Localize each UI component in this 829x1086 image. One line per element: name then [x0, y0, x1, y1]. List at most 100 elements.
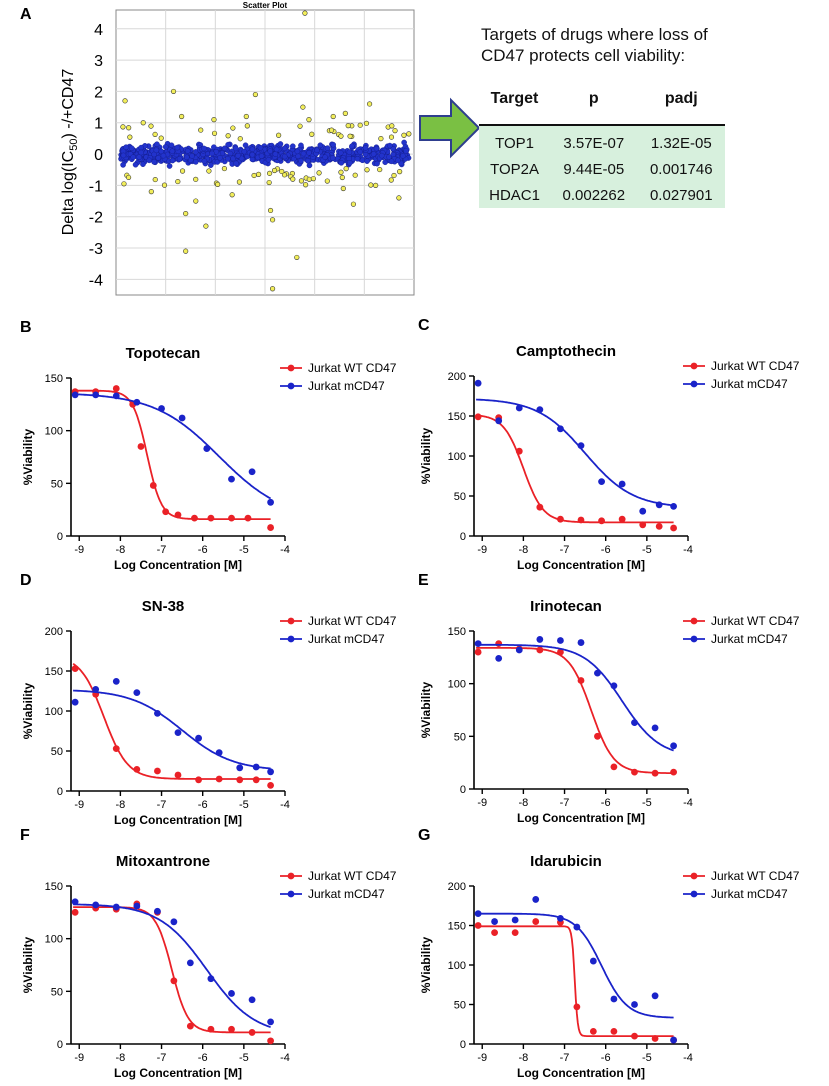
scatter-point-blue: [330, 141, 337, 148]
y-tick-label: 100: [448, 679, 466, 691]
x-tick-label: -5: [239, 1052, 249, 1064]
scatter-point-blue: [192, 159, 199, 165]
data-point-wt: [207, 1025, 215, 1033]
scatter-point-yellow: [357, 122, 363, 128]
legend-marker: [690, 380, 698, 388]
data-point-wt: [186, 1022, 194, 1030]
fit-curve-mcd47: [476, 398, 674, 507]
data-point-mcd47: [651, 724, 659, 732]
table-caption: Targets of drugs where loss of CD47 prot…: [481, 24, 741, 66]
data-point-wt: [474, 648, 482, 656]
data-point-mcd47: [133, 902, 141, 910]
scatter-point-blue: [272, 151, 279, 157]
scatter-point-yellow: [230, 125, 236, 131]
table-cell: 0.002262: [550, 182, 638, 208]
data-point-mcd47: [170, 918, 178, 926]
x-tick-label: -4: [683, 1052, 693, 1064]
data-point-wt: [557, 515, 564, 523]
scatter-point-blue: [298, 142, 304, 149]
scatter-y-tick-label: 1: [94, 116, 103, 133]
x-tick-label: -5: [642, 1052, 652, 1064]
legend-marker: [690, 635, 698, 643]
scatter-point-blue: [249, 146, 256, 153]
data-point-wt: [71, 908, 79, 916]
scatter-point-yellow: [373, 182, 379, 188]
scatter-point-yellow: [256, 171, 262, 177]
y-tick-label: 0: [460, 784, 466, 796]
data-point-wt: [244, 514, 252, 522]
scatter-point-blue: [401, 139, 407, 146]
scatter-point-yellow: [158, 135, 164, 141]
scatter-point-yellow: [221, 165, 228, 172]
scatter-point-blue: [362, 145, 369, 151]
legend-label: Jurkat mCD47: [308, 887, 385, 901]
data-point-mcd47: [536, 636, 544, 643]
scatter-point-blue: [241, 148, 248, 155]
legend-label: Jurkat WT CD47: [711, 614, 800, 628]
scatter-point-yellow: [340, 185, 346, 192]
x-tick-label: -4: [280, 799, 290, 811]
x-axis-label: Log Concentration [M]: [517, 558, 645, 572]
scatter-point-yellow: [316, 170, 322, 176]
scatter-point-yellow: [377, 166, 383, 173]
scatter-point-blue: [346, 149, 353, 155]
dose-response-panel-c: C Camptothecin 0 50 100 150 200 -9 -8 -7 -6 -5 -4 Log…: [418, 317, 800, 572]
table-caption-line-2: CD47 protects cell viability:: [481, 46, 686, 65]
y-tick-label: 50: [51, 478, 63, 490]
scatter-point-yellow: [140, 120, 146, 126]
legend-marker: [287, 382, 295, 390]
y-axis-label: %Viability: [419, 681, 433, 738]
panel-label: D: [20, 572, 32, 589]
fit-curve-wt: [476, 925, 674, 1037]
scatter-point-yellow: [298, 178, 305, 184]
data-point-mcd47: [511, 916, 519, 924]
data-point-mcd47: [589, 957, 597, 965]
scatter-point-yellow: [179, 113, 185, 120]
scatter-point-blue: [128, 145, 135, 151]
scatter-point-blue: [338, 160, 345, 166]
scatter-point-blue: [132, 161, 139, 168]
scatter-point-blue: [300, 150, 307, 157]
y-tick-label: 50: [454, 1000, 466, 1012]
scatter-point-blue: [138, 144, 144, 151]
y-tick-label: 200: [448, 371, 466, 383]
scatter-point-blue: [166, 163, 173, 169]
scatter-point-yellow: [121, 181, 127, 187]
y-tick-label: 150: [45, 373, 63, 385]
scatter-point-yellow: [193, 176, 199, 182]
table-row: TOP2A 9.44E-05 0.001746: [479, 156, 725, 182]
data-point-mcd47: [631, 1001, 638, 1008]
x-tick-label: -7: [560, 797, 570, 809]
data-point-mcd47: [174, 729, 182, 736]
scatter-point-blue: [273, 146, 280, 153]
chart-title: Idarubicin: [530, 853, 602, 870]
data-point-wt: [610, 763, 618, 771]
scatter-point-blue: [224, 155, 231, 162]
x-tick-label: -6: [601, 797, 611, 809]
data-point-mcd47: [228, 475, 235, 483]
scatter-point-yellow: [269, 217, 276, 223]
data-point-wt: [495, 640, 503, 648]
scatter-panel: A Scatter Plot 4 3 2 1 0 -1 -2 -3 -4 Delta log(IC5…: [20, 1, 415, 296]
y-label-subscript: 50: [68, 139, 80, 151]
data-point-mcd47: [598, 478, 605, 485]
scatter-point-blue: [281, 145, 288, 152]
data-point-wt: [133, 766, 141, 773]
legend-marker: [690, 617, 698, 625]
scatter-point-blue: [120, 162, 126, 168]
data-point-wt: [577, 516, 585, 524]
scatter-point-blue: [364, 158, 370, 164]
x-axis-label: Log Concentration [M]: [517, 811, 645, 825]
scatter-point-blue: [386, 142, 393, 149]
scatter-point-yellow: [352, 172, 358, 178]
data-point-mcd47: [178, 414, 186, 422]
data-point-mcd47: [92, 686, 100, 693]
x-tick-label: -4: [683, 797, 693, 809]
data-point-wt: [252, 776, 260, 784]
x-axis-label: Log Concentration [M]: [517, 1066, 645, 1080]
scatter-point-yellow: [276, 132, 282, 138]
scatter-point-blue: [233, 160, 239, 167]
scatter-point-yellow: [237, 136, 243, 142]
scatter-point-yellow: [183, 248, 189, 254]
data-point-mcd47: [536, 406, 544, 413]
